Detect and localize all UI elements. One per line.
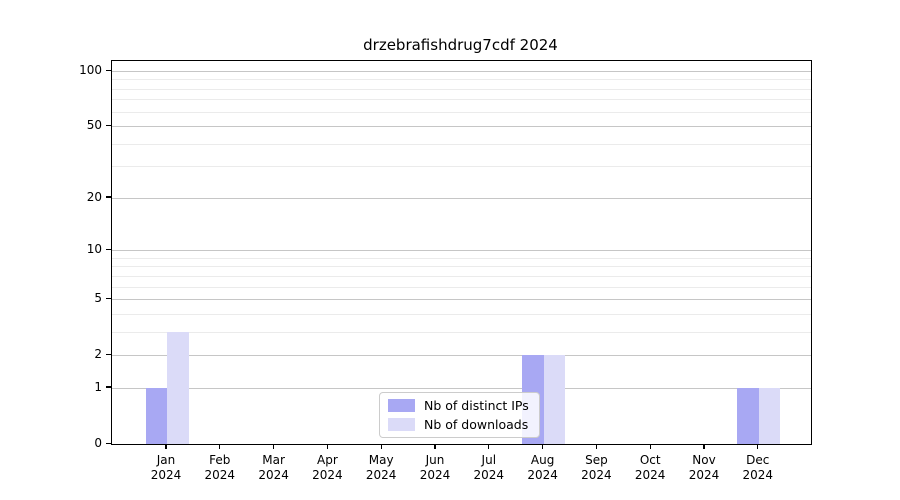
y-tick-mark xyxy=(106,297,111,300)
minor-gridline xyxy=(112,111,811,113)
bar-aug-downloads xyxy=(543,355,566,444)
minor-gridline xyxy=(112,99,811,101)
y-tick-label: 100 xyxy=(79,63,102,77)
y-tick-label: 2 xyxy=(94,347,102,362)
x-tick-year-label: 2024 xyxy=(204,468,236,482)
x-tick-label-jan: Jan 2024 xyxy=(136,453,196,483)
x-tick-mark xyxy=(703,444,705,450)
x-tick-label-jun: Jun 2024 xyxy=(405,453,465,483)
major-gridline xyxy=(112,387,811,389)
y-tick-mark xyxy=(106,353,111,356)
x-tick-label-oct: Oct 2024 xyxy=(620,453,680,483)
x-tick-label-apr: Apr 2024 xyxy=(297,453,357,483)
x-tick-label-may: May 2024 xyxy=(351,453,411,483)
x-tick-label-dec: Dec 2024 xyxy=(728,453,788,483)
y-tick-label: 0 xyxy=(94,436,102,450)
x-tick-label-sep: Sep 2024 xyxy=(566,453,626,483)
bar-dec-downloads xyxy=(758,387,781,444)
legend-label-downloads: Nb of downloads xyxy=(424,417,529,432)
x-tick-mark xyxy=(272,444,275,450)
x-tick-year-label: 2024 xyxy=(419,468,451,482)
x-tick-year-label: 2024 xyxy=(527,468,558,482)
y-tick-mark xyxy=(106,196,111,198)
legend: Nb of distinct IPs Nb of downloads xyxy=(379,392,540,438)
x-tick-year-label: 2024 xyxy=(634,468,666,482)
x-tick-year-label: 2024 xyxy=(312,468,343,482)
major-gridline xyxy=(112,250,811,252)
minor-gridline xyxy=(112,79,811,81)
minor-gridline xyxy=(112,143,811,145)
y-tick-mark xyxy=(106,69,111,71)
x-tick-mark xyxy=(326,444,329,450)
y-tick-label: 5 xyxy=(94,291,102,306)
major-gridline xyxy=(112,355,811,357)
major-gridline xyxy=(112,126,811,128)
x-tick-label-feb: Feb 2024 xyxy=(190,453,250,483)
minor-gridline xyxy=(112,88,811,90)
y-tick-mark xyxy=(106,386,111,388)
x-tick-year-label: 2024 xyxy=(150,468,182,482)
major-gridline xyxy=(112,71,811,72)
y-tick-mark xyxy=(106,442,111,444)
legend-swatch-downloads-icon xyxy=(388,418,415,431)
y-tick-label: 10 xyxy=(86,242,102,257)
major-gridline xyxy=(112,299,811,301)
legend-item-downloads: Nb of downloads xyxy=(388,417,529,432)
chart-title: drzebrafishdrug7cdf 2024 xyxy=(363,36,558,54)
minor-gridline xyxy=(112,331,811,333)
x-tick-label-jul: Jul 2024 xyxy=(459,453,519,483)
x-tick-mark xyxy=(488,444,490,450)
bar-jan-downloads xyxy=(167,331,189,444)
x-tick-mark xyxy=(757,444,759,450)
x-tick-label-aug: Aug 2024 xyxy=(513,453,573,483)
minor-gridline xyxy=(112,257,811,259)
minor-gridline xyxy=(112,275,811,277)
x-tick-year-label: 2024 xyxy=(258,468,289,482)
y-tick-mark xyxy=(106,124,111,127)
legend-item-distinct-ips: Nb of distinct IPs xyxy=(388,398,529,413)
legend-swatch-distinct-ips-icon xyxy=(388,399,415,412)
x-tick-mark xyxy=(434,444,436,450)
y-tick-label: 50 xyxy=(86,118,102,133)
legend-label-distinct-ips: Nb of distinct IPs xyxy=(424,398,529,413)
bar-dec-distinct-ips xyxy=(737,387,759,444)
x-tick-mark xyxy=(649,444,651,450)
x-tick-year-label: 2024 xyxy=(742,468,774,482)
x-tick-label-mar: Mar 2024 xyxy=(244,453,304,483)
minor-gridline xyxy=(112,313,811,315)
x-tick-mark xyxy=(380,444,382,450)
x-tick-mark xyxy=(541,444,544,450)
y-tick-label: 20 xyxy=(86,189,102,204)
x-tick-mark xyxy=(165,444,167,450)
y-tick-label: 1 xyxy=(94,379,102,394)
x-tick-mark xyxy=(595,444,598,450)
minor-gridline xyxy=(112,166,811,168)
x-tick-year-label: 2024 xyxy=(688,468,720,482)
y-tick-mark xyxy=(106,248,111,251)
bar-jan-distinct-ips xyxy=(145,387,167,444)
plot-area: Nb of distinct IPs Nb of downloads xyxy=(111,60,812,445)
x-tick-year-label: 2024 xyxy=(365,468,397,482)
x-tick-label-nov: Nov 2024 xyxy=(674,453,734,483)
minor-gridline xyxy=(112,266,811,268)
x-tick-year-label: 2024 xyxy=(473,468,505,482)
x-tick-mark xyxy=(219,444,221,450)
x-tick-year-label: 2024 xyxy=(581,468,612,482)
minor-gridline xyxy=(112,286,811,288)
major-gridline xyxy=(112,197,811,199)
